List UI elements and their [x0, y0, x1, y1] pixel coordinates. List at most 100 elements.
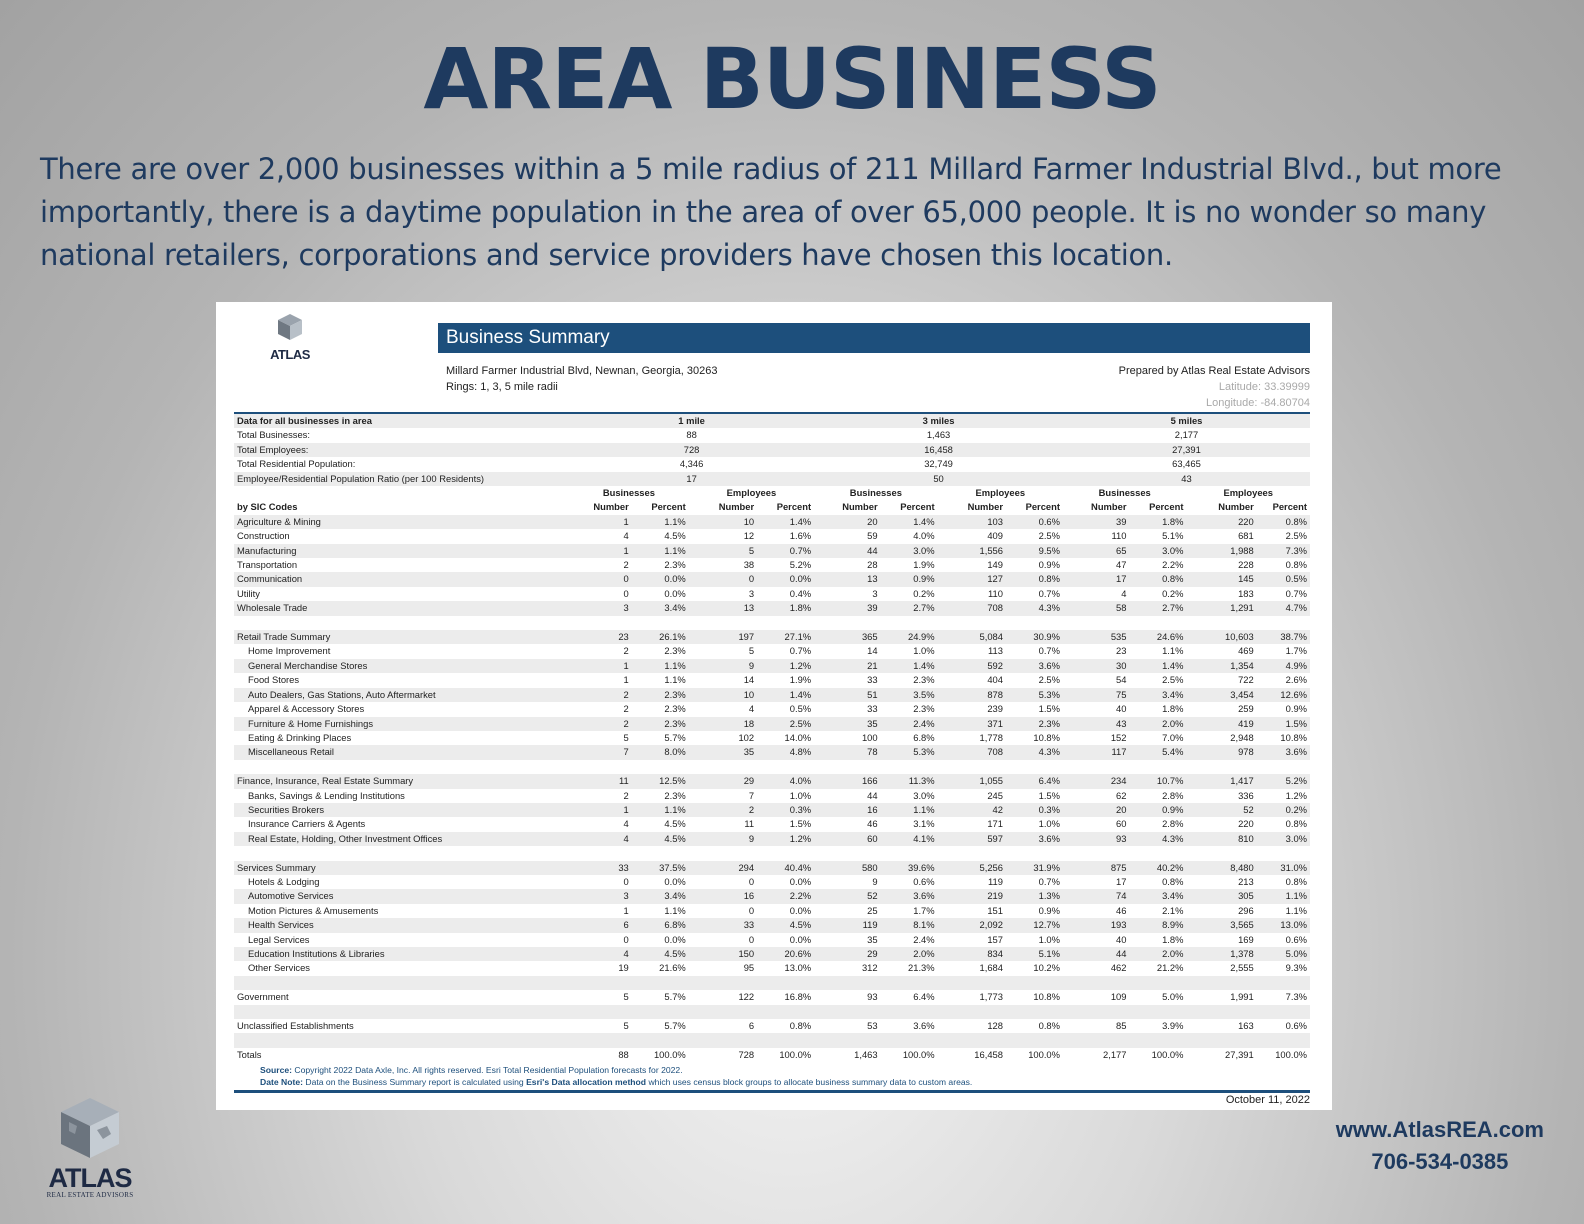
percent-cell: 2.7%	[880, 601, 938, 616]
percent-cell: 4.3%	[1005, 745, 1063, 760]
number-cell: 213	[1238, 875, 1254, 887]
summary-row-label: Employee/Residential Population Ratio (p…	[234, 471, 570, 487]
number-cell: 78	[814, 745, 881, 760]
number-cell: 2,948	[1230, 731, 1254, 743]
percent-cell: 31.9%	[1005, 860, 1063, 875]
percent-cell: 24.6%	[1129, 630, 1187, 645]
date-note: Date Note: Data on the Business Summary …	[260, 1076, 1310, 1088]
datenote-label: Date Note:	[260, 1077, 303, 1087]
number-cell: 371	[937, 716, 1006, 731]
percent-cell: 10.8%	[1033, 991, 1060, 1003]
number-cell: 239	[987, 703, 1003, 715]
percent-cell: 4.5%	[664, 530, 686, 542]
percent-cell: 1.1%	[631, 514, 689, 530]
sic-row: Securities Brokers 1 1.1% 2 0.3% 16 1.1% 42 0.3%…	[234, 802, 1310, 818]
percent-column-header: Percent	[776, 501, 812, 513]
report-address: Millard Farmer Industrial Blvd, Newnan, …	[446, 365, 718, 377]
sic-row: General Merchandise Stores 1 1.1% 9 1.2% 21 1.…	[234, 658, 1310, 674]
number-cell: 597	[937, 831, 1006, 847]
report-footnote: Source: Copyright 2022 Data Axle, Inc. A…	[234, 1064, 1310, 1093]
percent-cell: 20.6%	[757, 946, 815, 962]
number-cell: 2,555	[1230, 962, 1254, 974]
number-cell: 5,256	[937, 860, 1006, 875]
number-cell: 46	[867, 818, 878, 830]
percent-cell: 2.5%	[1038, 530, 1060, 542]
percent-cell: 2.5%	[1162, 674, 1184, 686]
percent-cell: 1.1%	[880, 802, 938, 818]
website-link[interactable]: www.AtlasREA.com	[1335, 1117, 1544, 1142]
percent-cell: 100.0%	[902, 1048, 935, 1060]
number-cell: 197	[688, 630, 758, 645]
percent-cell: 2.8%	[1162, 789, 1184, 801]
percent-cell: 0.8%	[1038, 1019, 1060, 1031]
number-cell: 5,084	[937, 630, 1006, 645]
percent-column-header: Percent	[900, 501, 935, 513]
percent-cell: 2.3%	[664, 703, 686, 715]
percent-cell: 1.1%	[631, 543, 689, 559]
datenote-text-1: Data on the Business Summary report is c…	[305, 1077, 524, 1087]
sic-row-label: Construction	[237, 530, 290, 542]
number-cell: 0	[748, 875, 755, 887]
page-title: AREA BUSINESS	[423, 30, 1161, 128]
number-cell: 166	[814, 774, 881, 789]
number-cell: 3	[569, 889, 632, 904]
number-cell: 708	[937, 601, 1006, 616]
percent-cell: 1.1%	[1256, 889, 1310, 904]
sic-codes-label: by SIC Codes	[237, 501, 298, 513]
number-cell: 39	[1062, 514, 1130, 530]
summary-row-label: Total Employees:	[234, 442, 570, 458]
number-cell: 65	[1062, 543, 1130, 559]
percent-cell: 2.8%	[1162, 818, 1184, 830]
percent-cell: 1.5%	[1256, 716, 1310, 731]
percent-cell: 5.7%	[664, 731, 686, 743]
percent-cell: 3.1%	[913, 818, 935, 830]
percent-cell: 2.3%	[664, 789, 686, 801]
number-cell: 103	[937, 514, 1006, 530]
number-cell: 0	[748, 933, 755, 945]
summary-row: Total Businesses: 88 1,463 2,177	[234, 428, 1310, 442]
number-cell: 11	[744, 818, 755, 830]
business-summary-report: ATLAS Business Summary Millard Farmer In…	[216, 302, 1332, 1110]
spacer-cell	[234, 1004, 1310, 1019]
number-cell: 14	[867, 645, 878, 657]
number-cell: 39	[814, 601, 881, 616]
percent-cell: 0.9%	[880, 572, 938, 587]
percent-cell: 0.8%	[1005, 572, 1063, 587]
percent-cell: 3.4%	[1129, 889, 1187, 904]
datenote-text-2: which uses census block groups to alloca…	[648, 1077, 973, 1087]
number-cell: 33	[867, 703, 878, 715]
number-cell: 3	[748, 587, 755, 599]
sic-row-label: Health Services	[234, 918, 570, 933]
footer-logo: ATLAS REAL ESTATE ADVISORS	[40, 1096, 140, 1199]
percent-cell: 2.3%	[913, 703, 935, 715]
number-cell: 1	[623, 674, 629, 686]
percent-cell: 31.0%	[1256, 860, 1310, 875]
number-cell: 110	[988, 587, 1003, 599]
percent-cell: 0.0%	[757, 572, 815, 587]
number-cell: 16	[688, 889, 758, 904]
percent-column-header: Percent	[1272, 501, 1307, 513]
number-cell: 62	[1116, 789, 1127, 801]
number-column-header: Number	[967, 501, 1003, 513]
sic-row-label: Retail Trade Summary	[234, 630, 570, 645]
number-cell: 1,417	[1186, 774, 1257, 789]
percent-column-header: Percent	[1025, 501, 1060, 513]
percent-cell: 3.0%	[913, 789, 935, 801]
number-cell: 40	[1116, 933, 1127, 945]
percent-cell: 5.0%	[1162, 991, 1184, 1003]
sic-row: Motion Pictures & Amusements 1 1.1% 0 0.0% 25…	[234, 904, 1310, 918]
number-cell: 5	[688, 543, 758, 559]
number-cell: 75	[1062, 687, 1130, 703]
number-cell: 19	[618, 962, 629, 974]
percent-cell: 2.3%	[913, 674, 935, 686]
number-cell: 113	[988, 645, 1003, 657]
number-cell: 1	[569, 658, 632, 674]
number-cell: 4	[748, 703, 755, 715]
number-cell: 127	[937, 572, 1006, 587]
number-cell: 592	[937, 658, 1006, 674]
percent-cell: 0.8%	[1285, 875, 1307, 887]
percent-cell: 0.6%	[1285, 933, 1307, 945]
number-cell: 29	[814, 946, 881, 962]
percent-cell: 2.5%	[1285, 530, 1307, 542]
percent-cell: 1.0%	[1038, 818, 1060, 830]
